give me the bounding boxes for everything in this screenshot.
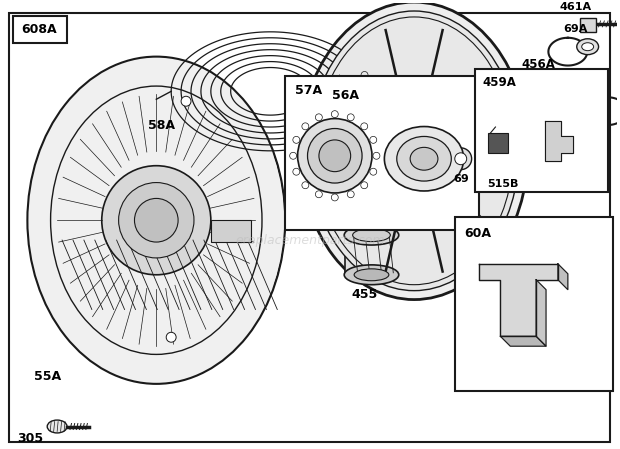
Ellipse shape [384, 127, 464, 191]
Polygon shape [479, 264, 558, 336]
Ellipse shape [308, 128, 362, 183]
Polygon shape [558, 264, 568, 290]
Ellipse shape [398, 135, 430, 167]
Ellipse shape [450, 148, 472, 170]
Text: 455: 455 [352, 288, 378, 301]
Text: 515B: 515B [488, 179, 519, 189]
Bar [580, 18, 596, 32]
Text: 608A: 608A [22, 23, 57, 36]
Ellipse shape [387, 123, 441, 178]
Ellipse shape [27, 57, 285, 384]
Text: 305: 305 [17, 432, 43, 445]
Polygon shape [545, 121, 573, 161]
Text: 69: 69 [453, 174, 469, 184]
Text: 459A: 459A [482, 76, 516, 89]
Ellipse shape [353, 229, 391, 242]
Polygon shape [536, 280, 546, 346]
Ellipse shape [47, 420, 67, 433]
Ellipse shape [298, 119, 372, 193]
Ellipse shape [309, 11, 519, 291]
Ellipse shape [455, 153, 467, 165]
Circle shape [135, 198, 178, 242]
Text: 69A: 69A [564, 24, 588, 34]
Bar [489, 133, 508, 153]
Bar [345, 233, 399, 275]
Bar [211, 220, 250, 242]
Circle shape [102, 166, 211, 275]
Text: 456A: 456A [521, 58, 555, 71]
Ellipse shape [354, 269, 389, 281]
Ellipse shape [344, 225, 399, 245]
Circle shape [166, 332, 176, 342]
Ellipse shape [344, 265, 399, 285]
Ellipse shape [410, 147, 438, 170]
Ellipse shape [577, 39, 598, 55]
Ellipse shape [406, 143, 422, 159]
Ellipse shape [397, 136, 451, 181]
Ellipse shape [582, 43, 593, 51]
Ellipse shape [300, 2, 528, 299]
Polygon shape [500, 336, 546, 346]
Ellipse shape [319, 140, 351, 172]
Bar [12, 16, 67, 43]
Text: 57A: 57A [295, 84, 322, 97]
Circle shape [181, 96, 191, 106]
Text: 461A: 461A [560, 2, 592, 12]
Text: ereplacementparts.com: ereplacementparts.com [235, 233, 385, 247]
Text: 56A: 56A [332, 89, 359, 102]
Text: 58A: 58A [148, 119, 175, 132]
Text: 60A: 60A [465, 227, 492, 240]
Bar [475, 69, 608, 193]
Bar [285, 76, 479, 230]
Bar [455, 217, 613, 391]
Text: 55A: 55A [33, 370, 61, 383]
Circle shape [118, 183, 194, 258]
